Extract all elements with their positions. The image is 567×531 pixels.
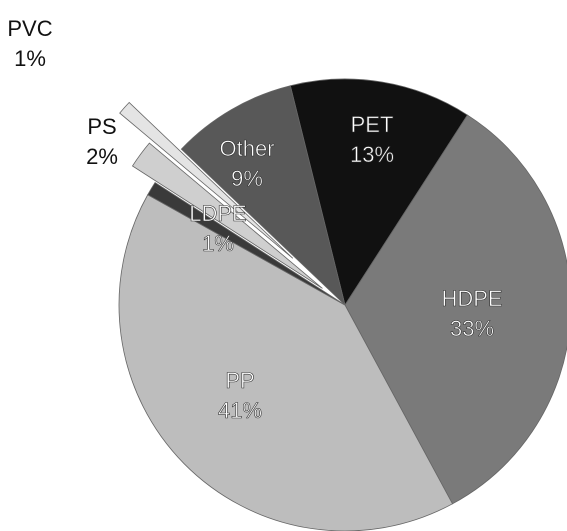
slice-name: PS — [87, 114, 116, 139]
pie-slice — [344, 114, 567, 505]
slice-value-label: 1% — [14, 46, 46, 71]
slice-name: PET — [351, 112, 394, 137]
slice-name: LDPE — [189, 201, 246, 226]
slice-name: Other — [219, 136, 274, 161]
slice-value-label: 33% — [450, 316, 494, 341]
slice-value-label: 13% — [350, 142, 394, 167]
slice-name: PP — [225, 368, 254, 393]
pie-slice — [289, 78, 468, 306]
slice-name: HDPE — [441, 286, 502, 311]
pie-slice — [118, 194, 454, 531]
slice-value-label: 41% — [218, 398, 262, 423]
slice-value-label: 9% — [231, 166, 263, 191]
slice-name: PVC — [7, 16, 52, 41]
slice-value-label: 1% — [202, 231, 234, 256]
pie-slice — [147, 182, 346, 306]
pie-slice — [131, 142, 323, 289]
pie-slice — [119, 101, 294, 259]
pie-slice — [180, 85, 346, 307]
slice-value-label: 2% — [86, 144, 118, 169]
